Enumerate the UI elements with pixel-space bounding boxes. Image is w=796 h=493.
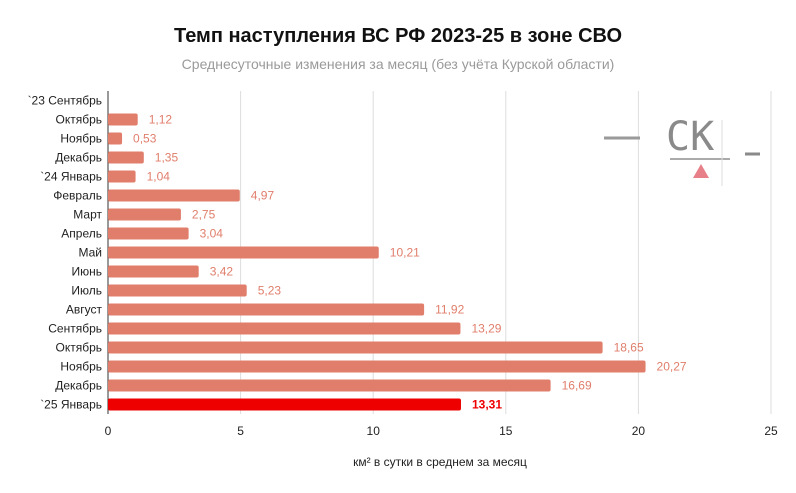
category-label: Апрель xyxy=(61,227,102,241)
category-label: Февраль xyxy=(53,189,102,203)
x-tick-label: 15 xyxy=(499,424,513,438)
data-label: 5,23 xyxy=(258,284,282,298)
data-label: 1,04 xyxy=(147,170,171,184)
category-label: Декабрь xyxy=(55,379,102,393)
bar xyxy=(108,132,123,145)
data-label: 2,75 xyxy=(192,208,216,222)
category-label: Декабрь xyxy=(55,151,102,165)
category-label: `24 Январь xyxy=(40,170,102,184)
bar xyxy=(108,379,551,392)
category-label: Март xyxy=(73,208,102,222)
category-label: Ноябрь xyxy=(60,360,102,374)
data-label: 13,31 xyxy=(472,398,502,412)
chart-title: Темп наступления ВС РФ 2023-25 в зоне СВ… xyxy=(173,25,623,47)
data-label: 20,27 xyxy=(657,360,687,374)
bar xyxy=(108,113,138,126)
watermark-text: СК xyxy=(666,114,714,160)
data-label: 1,35 xyxy=(155,151,179,165)
category-label: Октябрь xyxy=(55,341,102,355)
x-tick-label: 0 xyxy=(105,424,112,438)
data-label: 0,53 xyxy=(133,132,157,146)
chart-subtitle: Среднесуточные изменения за месяц (без у… xyxy=(181,56,615,72)
bar xyxy=(108,151,144,164)
data-label: 1,12 xyxy=(149,113,173,127)
category-label: Ноябрь xyxy=(60,132,102,146)
bar xyxy=(108,265,199,278)
x-tick-label: 5 xyxy=(237,424,244,438)
data-label: 4,97 xyxy=(251,189,275,203)
category-label: Октябрь xyxy=(55,113,102,127)
watermark-logo: СК xyxy=(604,114,760,186)
data-label: 16,69 xyxy=(562,379,592,393)
bar xyxy=(108,303,425,316)
bar xyxy=(108,208,181,221)
data-label: 3,42 xyxy=(210,265,234,279)
x-tick-label: 20 xyxy=(632,424,646,438)
category-label: Май xyxy=(78,246,102,260)
data-label: 13,29 xyxy=(471,322,501,336)
bar xyxy=(108,341,603,354)
category-label: Июль xyxy=(71,284,102,298)
data-label: 10,21 xyxy=(390,246,420,260)
data-label: 11,92 xyxy=(435,303,464,317)
bar xyxy=(108,170,136,183)
bar-highlight xyxy=(108,398,461,411)
category-label: Июнь xyxy=(71,265,102,279)
bar xyxy=(108,189,240,202)
data-label: 18,65 xyxy=(614,341,644,355)
bar xyxy=(108,284,247,297)
x-tick-label: 10 xyxy=(367,424,381,438)
bar xyxy=(108,360,646,373)
bar xyxy=(108,322,461,335)
data-label: 3,04 xyxy=(200,227,224,241)
x-axis-label: км² в сутки в среднем за месяц xyxy=(353,455,527,469)
category-label: Август xyxy=(66,303,103,317)
x-tick-label: 25 xyxy=(764,424,778,438)
bar xyxy=(108,246,379,259)
category-label: Сентябрь xyxy=(48,322,102,336)
category-label: `23 Сентябрь xyxy=(28,94,102,108)
category-label: `25 Январь xyxy=(40,398,102,412)
bar xyxy=(108,227,189,240)
